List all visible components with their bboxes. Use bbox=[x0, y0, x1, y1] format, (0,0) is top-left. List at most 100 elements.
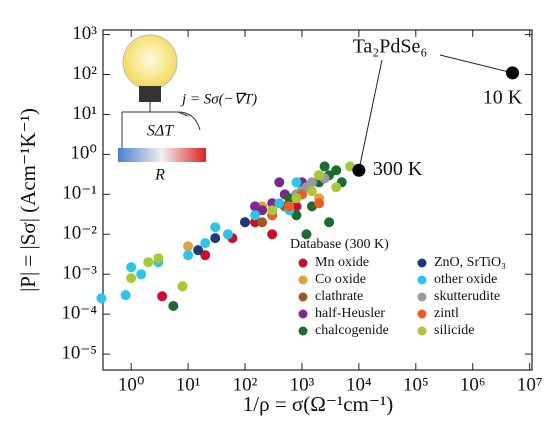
point bbox=[284, 201, 295, 212]
point bbox=[222, 229, 233, 240]
highlight-label: 10 K bbox=[483, 86, 523, 108]
legend-label: Co oxide bbox=[315, 272, 366, 287]
highlight-point bbox=[352, 163, 366, 177]
point bbox=[193, 245, 204, 256]
y-tick-label: 10² bbox=[72, 63, 97, 84]
point bbox=[136, 269, 147, 280]
legend-swatch bbox=[417, 275, 427, 285]
point bbox=[210, 222, 221, 233]
y-tick-label: 10⁻³ bbox=[62, 263, 97, 284]
bulb bbox=[122, 34, 178, 90]
point bbox=[291, 177, 302, 188]
legend-label: ZnO, SrTiO₃ bbox=[434, 255, 506, 270]
legend-label: half-Heusler bbox=[315, 306, 385, 321]
point bbox=[250, 217, 261, 228]
point bbox=[183, 241, 194, 252]
legend-swatch bbox=[298, 258, 308, 268]
x-tick-label: 10⁵ bbox=[403, 374, 429, 395]
y-tick-label: 10⁰ bbox=[70, 143, 97, 164]
point bbox=[274, 177, 285, 188]
point bbox=[210, 233, 221, 244]
point bbox=[96, 293, 107, 304]
y-tick-label: 10⁻² bbox=[62, 223, 97, 244]
x-tick-label: 10⁰ bbox=[118, 374, 145, 395]
point bbox=[291, 210, 302, 221]
point bbox=[267, 205, 278, 216]
x-axis-label: 1/ρ = σ(Ω⁻¹cm⁻¹) bbox=[243, 392, 394, 416]
x-tick-label: 10³ bbox=[290, 374, 315, 395]
point bbox=[267, 198, 278, 209]
x-tick-label: 10⁷ bbox=[517, 374, 543, 395]
legend-label: skutterudite bbox=[434, 289, 500, 304]
point bbox=[120, 290, 131, 301]
point bbox=[257, 217, 268, 228]
legend-label: other oxide bbox=[434, 272, 497, 287]
x-tick-label: 10⁶ bbox=[460, 374, 486, 395]
highlight-name: Ta₂PdSe₆ bbox=[353, 36, 428, 58]
wire bbox=[121, 102, 189, 148]
point bbox=[257, 205, 268, 216]
x-tick-label: 10² bbox=[233, 374, 258, 395]
point bbox=[301, 229, 312, 240]
point bbox=[157, 291, 168, 302]
highlight-label: 300 K bbox=[373, 158, 423, 180]
legend-swatch bbox=[298, 292, 308, 302]
point bbox=[291, 193, 302, 204]
plot-frame bbox=[102, 29, 533, 371]
point bbox=[319, 161, 330, 172]
legend-swatch bbox=[298, 326, 308, 336]
y-axis-label: |P| = |Sσ| (Acm⁻¹K⁻¹) bbox=[16, 108, 40, 292]
legend-swatch bbox=[298, 275, 308, 285]
point bbox=[331, 165, 342, 176]
legend-swatch bbox=[417, 292, 427, 302]
y-tick-label: 10⁻⁵ bbox=[61, 342, 97, 363]
point bbox=[143, 257, 154, 268]
point bbox=[306, 177, 317, 188]
point bbox=[314, 170, 325, 181]
voltage-label: SΔT bbox=[147, 123, 174, 140]
legend-title: Database (300 K) bbox=[290, 237, 389, 252]
x-tick-label: 10¹ bbox=[176, 374, 201, 395]
bulb-base bbox=[139, 86, 161, 102]
legend-swatch bbox=[298, 309, 308, 319]
y-tick-label: 10¹ bbox=[72, 103, 97, 124]
x-tick-label: 10⁴ bbox=[346, 374, 372, 395]
legend-swatch bbox=[417, 258, 427, 268]
current-arrow bbox=[177, 111, 201, 131]
point bbox=[153, 253, 164, 264]
legend-label: Mn oxide bbox=[315, 255, 369, 270]
legend-label: clathrate bbox=[315, 289, 363, 304]
inset: j = Sσ(−∇T) SΔT R bbox=[118, 34, 257, 184]
point bbox=[240, 217, 251, 228]
point bbox=[200, 250, 211, 261]
point bbox=[126, 262, 137, 273]
point bbox=[324, 217, 335, 228]
current-label: j = Sσ(−∇T) bbox=[180, 91, 257, 107]
leader-line bbox=[358, 59, 383, 171]
highlight-point bbox=[506, 66, 520, 80]
point bbox=[168, 301, 179, 312]
point bbox=[177, 281, 188, 292]
legend-label: zintl bbox=[434, 306, 459, 321]
point bbox=[306, 186, 317, 197]
point bbox=[274, 198, 285, 209]
leader-line bbox=[439, 54, 513, 74]
point bbox=[126, 273, 137, 284]
point bbox=[183, 250, 194, 261]
resistance-label: R bbox=[154, 167, 165, 184]
point bbox=[331, 182, 342, 193]
y-tick-label: 10⁻¹ bbox=[62, 183, 97, 204]
point bbox=[314, 198, 325, 209]
legend-swatch bbox=[417, 326, 427, 336]
legend-label: silicide bbox=[434, 323, 474, 338]
legend-swatch bbox=[417, 309, 427, 319]
point bbox=[250, 210, 261, 221]
y-tick-label: 10³ bbox=[72, 23, 97, 44]
point bbox=[200, 238, 211, 249]
sample-bar bbox=[118, 148, 206, 162]
legend-label: chalcogenide bbox=[315, 323, 389, 338]
y-tick-label: 10⁻⁴ bbox=[61, 303, 97, 324]
point bbox=[267, 229, 278, 240]
plot-area bbox=[96, 29, 533, 371]
